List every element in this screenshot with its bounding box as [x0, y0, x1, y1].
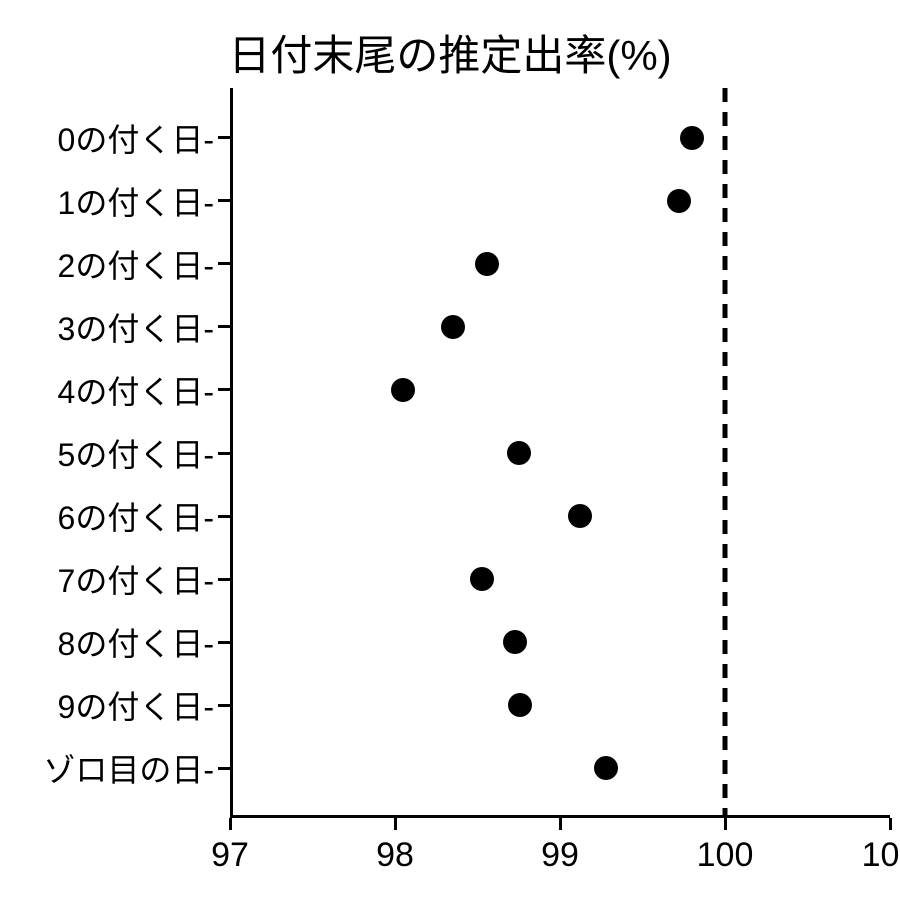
data-point — [475, 252, 499, 276]
data-point — [507, 441, 531, 465]
y-tick-mark — [218, 515, 230, 518]
y-tick-label: 1の付く日- — [58, 178, 214, 224]
y-tick-label: 3の付く日- — [58, 304, 214, 350]
x-tick-label: 97 — [211, 836, 249, 875]
y-tick-mark — [218, 767, 230, 770]
x-tick-mark — [724, 818, 727, 830]
x-tick-label: 100 — [697, 836, 754, 875]
plot-area — [230, 88, 890, 818]
y-tick-mark — [218, 136, 230, 139]
chart-title: 日付末尾の推定出率(%) — [0, 22, 900, 83]
data-point — [594, 756, 618, 780]
x-tick-label: 98 — [376, 836, 414, 875]
x-tick-mark — [394, 818, 397, 830]
x-tick-label: 101 — [862, 836, 900, 875]
x-tick-mark — [229, 818, 232, 830]
y-tick-label: 5の付く日- — [58, 430, 214, 476]
data-point — [391, 378, 415, 402]
reference-line — [723, 88, 728, 818]
y-tick-label: 0の付く日- — [58, 115, 214, 161]
data-point — [441, 315, 465, 339]
x-tick-mark — [559, 818, 562, 830]
chart-container: 日付末尾の推定出率(%) 97 98 99 100 101 0の付く日- 1の付く日- 2の付… — [0, 0, 900, 900]
y-tick-label: ゾロ目の日- — [43, 745, 214, 791]
data-point — [568, 504, 592, 528]
y-tick-mark — [218, 199, 230, 202]
data-point — [503, 630, 527, 654]
data-point — [470, 567, 494, 591]
y-tick-label: 2の付く日- — [58, 241, 214, 287]
y-tick-label: 7の付く日- — [58, 556, 214, 602]
x-tick-mark — [889, 818, 892, 830]
y-tick-mark — [218, 388, 230, 391]
x-tick-label: 99 — [541, 836, 579, 875]
y-tick-mark — [218, 704, 230, 707]
y-tick-mark — [218, 641, 230, 644]
y-tick-mark — [218, 262, 230, 265]
y-tick-mark — [218, 578, 230, 581]
y-tick-label: 8の付く日- — [58, 619, 214, 665]
y-tick-mark — [218, 325, 230, 328]
data-point — [508, 693, 532, 717]
y-tick-label: 6の付く日- — [58, 493, 214, 539]
y-tick-label: 4の付く日- — [58, 367, 214, 413]
y-tick-mark — [218, 452, 230, 455]
data-point — [680, 126, 704, 150]
y-tick-label: 9の付く日- — [58, 682, 214, 728]
data-point — [667, 189, 691, 213]
